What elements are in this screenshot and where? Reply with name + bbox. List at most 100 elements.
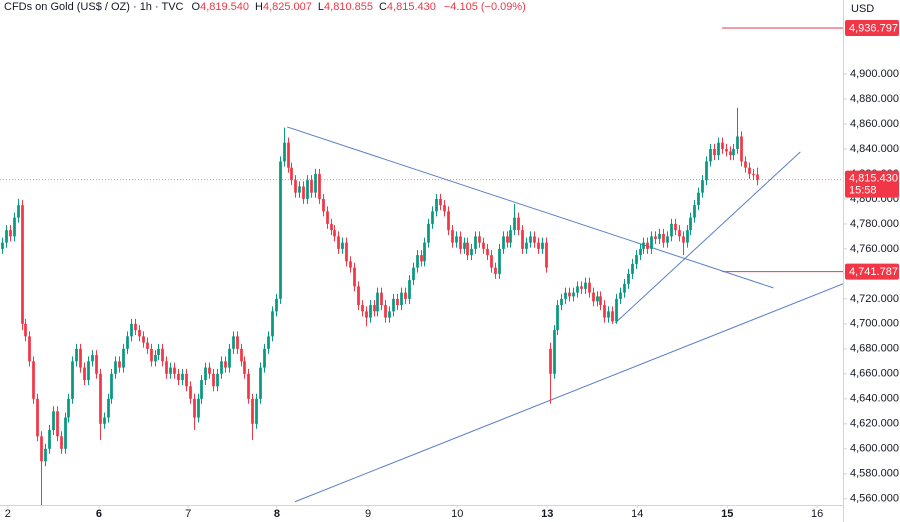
candle-body [416, 255, 419, 268]
ohlc-key: O [191, 1, 201, 13]
y-tick-label: 4,640.000 [850, 393, 899, 405]
candle-body [486, 248, 489, 256]
candle-body [1, 242, 4, 249]
candle-body [435, 198, 438, 212]
candle-body [588, 282, 591, 293]
candle-body [560, 298, 563, 306]
candle-body [67, 398, 70, 418]
candle-body [306, 180, 309, 199]
candle-body [255, 398, 258, 424]
candle-body [107, 398, 110, 418]
candle-body [146, 342, 149, 349]
candle-body [353, 267, 356, 287]
candle-body [232, 336, 235, 349]
y-tick-label: 4,680.000 [850, 343, 899, 355]
candle-body [541, 242, 544, 249]
candle-body [13, 217, 16, 237]
candle-body [345, 242, 348, 262]
candle-body [181, 373, 184, 381]
candle-body [642, 242, 645, 249]
candle-body [729, 151, 732, 156]
candle-body [725, 148, 728, 152]
candle-body [212, 373, 215, 387]
candle-body [447, 211, 450, 231]
ohlc-value: 4,815.430 [386, 1, 436, 13]
candle-body [283, 142, 286, 162]
candle-body [64, 417, 67, 449]
candle-body [752, 173, 755, 175]
ohlc-value: 4,819.540 [200, 1, 250, 13]
candle-body [748, 167, 751, 174]
plot-area [0, 27, 843, 505]
candle-body [678, 230, 681, 237]
candle-body [709, 148, 712, 162]
candle-body [556, 305, 559, 331]
candle-body [200, 380, 203, 399]
candle-body [322, 198, 325, 212]
candle-body [525, 242, 528, 249]
candle-body [220, 361, 223, 374]
candle-body [380, 292, 383, 306]
candle-body [126, 336, 129, 349]
candle-body [427, 223, 430, 243]
candle-body [721, 142, 724, 149]
candle-body [310, 180, 313, 193]
x-tick-label: 15 [721, 508, 733, 520]
candle-body [619, 292, 622, 299]
candle-body [482, 242, 485, 249]
x-tick-label: 14 [631, 508, 643, 520]
candle-body [564, 292, 567, 299]
candle-body [185, 373, 188, 387]
candle-body [490, 255, 493, 268]
candle-body [40, 436, 43, 462]
candle-body [326, 211, 329, 224]
candle-body [740, 136, 743, 162]
candle-body [693, 205, 696, 218]
candle-body [48, 430, 51, 449]
candle-body [627, 273, 630, 284]
candle-body [470, 248, 473, 256]
y-tick-label: 4,620.000 [850, 418, 899, 430]
candle-body [494, 267, 497, 274]
x-tick-label: 13 [541, 508, 553, 520]
candle-body [263, 348, 266, 368]
candle-body [32, 361, 35, 399]
y-tick-label: 4,840.000 [850, 143, 899, 155]
y-tick-label: 4,700.000 [850, 318, 899, 330]
candle-body [138, 330, 141, 337]
candle-body [533, 236, 536, 243]
y-tick-label: 4,860.000 [850, 118, 899, 130]
y-tick-label: 4,900.000 [850, 68, 899, 80]
candle-body [177, 373, 180, 381]
candle-body [455, 236, 458, 243]
x-tick-label: 9 [365, 508, 371, 520]
candle-body [545, 242, 548, 268]
x-tick-label: 2 [5, 508, 11, 520]
candle-body [521, 230, 524, 249]
y-tick-label: 4,720.000 [850, 293, 899, 305]
candle-body [161, 348, 164, 362]
candle-body [603, 305, 606, 318]
candle-body [623, 283, 626, 293]
candle-body [549, 348, 552, 374]
candle-body [21, 205, 24, 324]
candle-body [267, 336, 270, 349]
candle-body [443, 205, 446, 212]
candle-body [404, 292, 407, 299]
candle-body [611, 311, 614, 322]
y-tick-label: 4,560.000 [850, 493, 899, 505]
candle-body [584, 282, 587, 289]
candle-body [240, 348, 243, 362]
candle-body [509, 230, 512, 243]
y-tick-label: 4,660.000 [850, 368, 899, 380]
x-tick-label: 16 [811, 508, 823, 520]
candle-body [224, 361, 227, 368]
x-tick-label: 6 [96, 508, 102, 520]
ohlc-values: O4,819.540 H4,825.007 L4,810.855 C4,815.430 [192, 1, 436, 13]
candle-body [373, 305, 376, 312]
ohlc-value: 4,825.007 [262, 1, 312, 13]
y-tick-label: 4,580.000 [850, 468, 899, 480]
candle-body [666, 236, 669, 243]
candle-body [451, 230, 454, 243]
